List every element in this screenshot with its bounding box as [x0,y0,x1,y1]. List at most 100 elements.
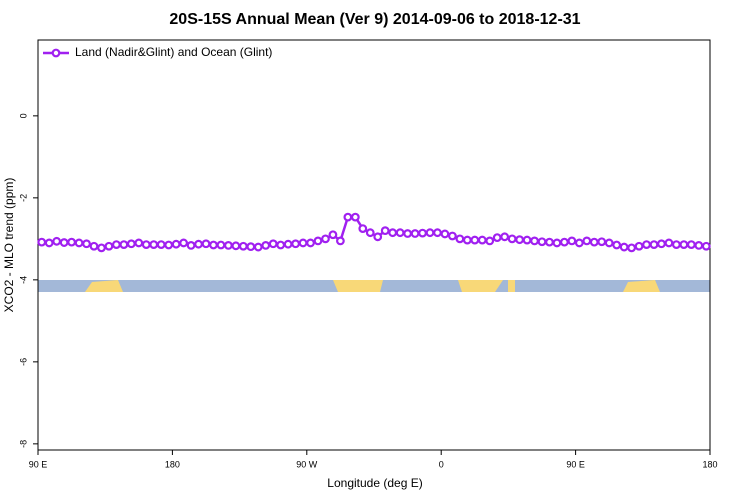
point [238,241,248,251]
point [477,235,487,245]
point [97,243,106,253]
point [455,234,465,244]
point [485,236,495,246]
point [522,235,532,245]
point [343,212,353,222]
point [567,236,577,246]
point [470,235,480,245]
point [679,240,689,249]
land-segment [333,280,383,292]
y-tick-label: -6 [18,358,28,366]
point [388,228,398,238]
point [619,242,629,252]
point [530,236,539,246]
point [59,238,69,247]
point [410,229,420,238]
point [492,233,502,243]
point [321,234,330,244]
point [201,239,211,249]
chart-title: 20S-15S Annual Mean (Ver 9) 2014-09-06 t… [169,11,580,28]
point [44,238,54,248]
point [111,240,121,249]
point [694,241,704,250]
y-tick-label: -8 [18,440,28,448]
point [664,238,674,248]
point [440,229,450,239]
point [126,239,136,249]
point [686,240,696,249]
point [268,239,278,249]
point [433,228,442,238]
point [37,237,47,247]
point [141,240,151,249]
point [358,224,368,234]
point [380,226,390,236]
legend-label: Land (Nadir&Glint) and Ocean (Glint) [75,45,272,59]
point [589,237,599,247]
point [672,240,681,249]
point [261,241,271,250]
point [515,235,524,245]
point [283,239,293,249]
point [119,240,129,249]
point [701,241,711,251]
point [82,239,91,249]
point [216,240,226,250]
point [156,240,166,249]
point [574,238,584,248]
point [500,232,510,242]
point [537,237,547,247]
point [552,238,562,248]
x-tick-label: 90 E [566,459,585,469]
point [134,238,144,248]
point [89,241,99,251]
point [448,231,457,241]
point [395,228,405,238]
y-tick-label: -2 [18,194,28,202]
point [582,236,592,246]
point [328,230,338,240]
point [209,240,218,250]
point [194,239,203,249]
land-segment [508,280,515,292]
point [462,235,472,245]
land-segment [85,280,123,292]
point [336,236,345,246]
x-tick-label: 180 [165,459,180,469]
point [627,243,636,253]
point [186,241,196,250]
point [418,228,427,238]
x-tick-label: 0 [439,459,444,469]
point [649,240,659,249]
point [52,236,62,246]
point [545,237,554,247]
y-tick-label: 0 [18,113,28,118]
legend-marker [51,48,61,58]
land-segment [623,280,660,292]
point [306,238,315,248]
x-tick-label: 180 [702,459,717,469]
point [403,229,413,238]
point [223,241,233,250]
surface-strip [38,280,710,292]
point [350,212,360,222]
point [373,232,383,242]
land-segment [458,280,503,292]
point [104,241,114,251]
y-axis-label: XCO2 - MLO trend (ppm) [2,178,16,313]
point [612,240,622,250]
point [179,238,189,248]
point [507,234,517,244]
point [253,242,263,252]
x-tick-label: 90 E [29,459,48,469]
point [231,241,241,251]
point [298,238,308,248]
point [425,228,435,238]
point [597,237,607,247]
point [313,236,323,246]
point [276,240,286,250]
y-tick-label: -4 [18,276,28,284]
point [365,228,375,238]
point [171,239,181,249]
